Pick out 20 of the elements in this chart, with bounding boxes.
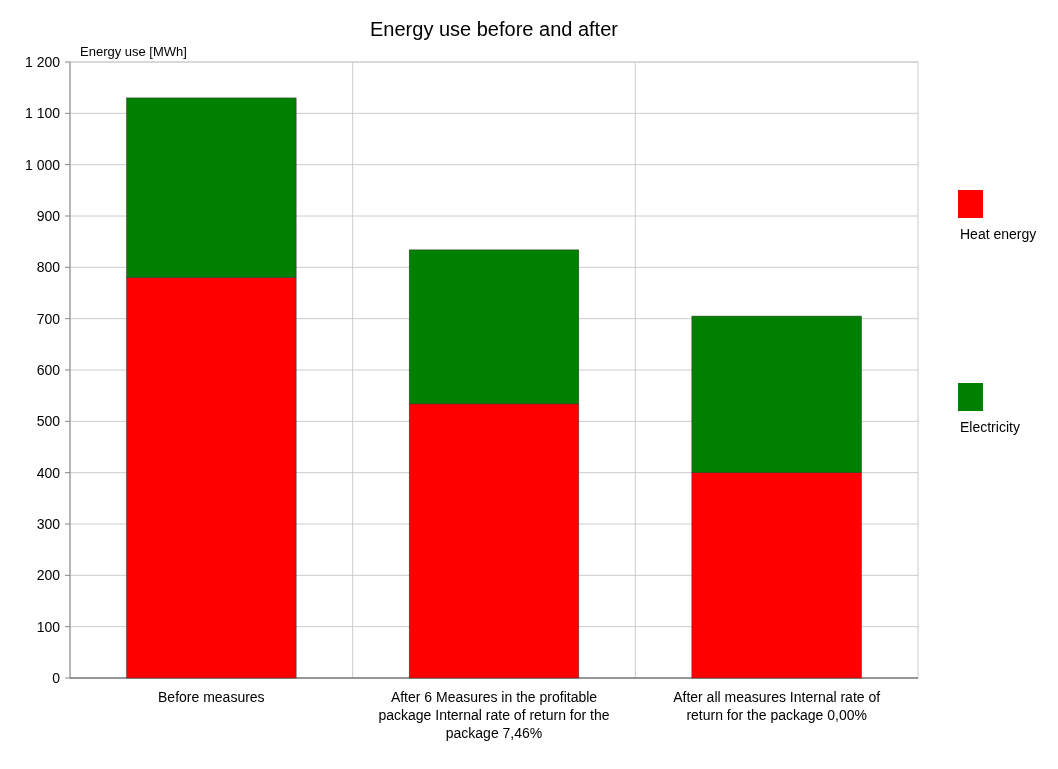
y-tick-label: 700	[36, 310, 61, 327]
y-tick-label: 1 200	[24, 53, 61, 70]
y-tick-label: 900	[36, 207, 61, 224]
x-tick-label: Before measures	[158, 689, 265, 705]
y-tick-label: 1 000	[24, 156, 61, 173]
y-tick-label: 800	[36, 259, 61, 276]
y-tick-label: 300	[36, 515, 61, 532]
y-tick-label: 400	[36, 464, 61, 481]
x-tick-label: After all measures Internal rate of return for the package 0,00%	[673, 689, 881, 723]
y-tick-label: 1 100	[24, 105, 61, 122]
chart-title: Energy use before and after	[370, 18, 619, 40]
y-tick-label: 200	[36, 567, 61, 584]
y-tick-label: 100	[36, 618, 61, 635]
y-axis-title: Energy use [MWh]	[80, 44, 187, 59]
legend-label: Heat energy	[960, 226, 1037, 242]
y-tick-label: 0	[52, 669, 61, 686]
y-tick-label: 600	[36, 361, 61, 378]
y-tick-label: 500	[36, 413, 61, 430]
x-tick-label: After 6 Measures in the profitable package Internal rate of return for the package 7,46%	[378, 689, 610, 741]
legend-label: Electricity	[960, 419, 1020, 435]
